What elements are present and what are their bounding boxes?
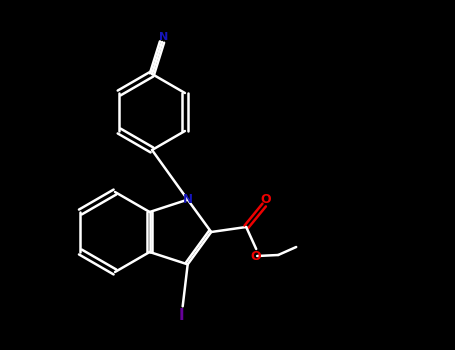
Text: O: O (260, 193, 271, 205)
Text: N: N (159, 32, 169, 42)
Text: O: O (250, 250, 261, 262)
Text: I: I (179, 308, 184, 323)
Text: N: N (183, 193, 192, 206)
